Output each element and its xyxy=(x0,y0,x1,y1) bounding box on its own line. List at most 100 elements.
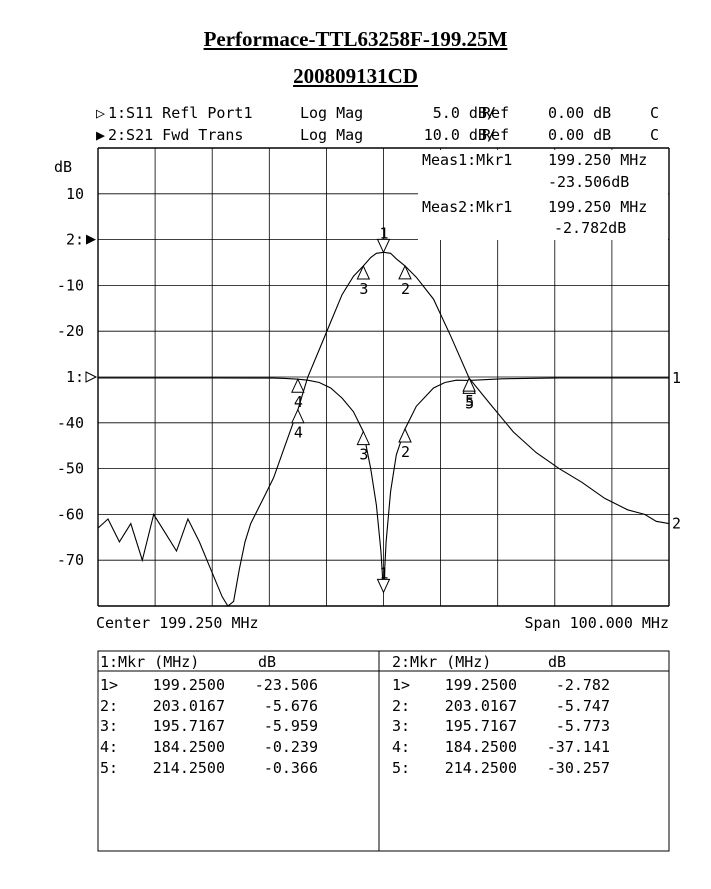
table-marker-id: 1> xyxy=(100,676,118,694)
table-marker-value: -23.506 xyxy=(255,676,318,694)
trace-end-label: 1 xyxy=(672,369,681,387)
y-tick-label: 1: xyxy=(66,368,84,386)
traces: 12 xyxy=(97,251,681,607)
meas2-value: -2.782dB xyxy=(554,219,626,237)
table-marker-id: 5: xyxy=(392,759,410,777)
ch2-label: 2:S21 Fwd Trans xyxy=(108,126,243,144)
y-tick-label: -60 xyxy=(57,505,84,523)
ch1-ref: 0.00 dB xyxy=(548,104,611,122)
table-marker-freq: 195.7167 xyxy=(445,717,517,735)
table-marker-value: -5.747 xyxy=(556,697,610,715)
ch1-label: 1:S11 Refl Port1 xyxy=(108,104,253,122)
y-tick-label: -50 xyxy=(57,460,84,478)
marker-number: 5 xyxy=(465,392,474,410)
span-frequency: Span 100.000 MHz xyxy=(525,614,670,632)
table-marker-id: 5: xyxy=(100,759,118,777)
table-marker-freq: 184.2500 xyxy=(153,738,225,756)
meas1-freq: 199.250 MHz xyxy=(548,151,647,169)
table-marker-id: 3: xyxy=(392,717,410,735)
marker-triangle-icon xyxy=(291,408,305,424)
ch1-scale: 5.0 dB/ xyxy=(433,104,496,122)
marker-number: 5 xyxy=(465,394,474,412)
table-marker-freq: 203.0167 xyxy=(445,697,517,715)
y-tick-label: -40 xyxy=(57,414,84,432)
ch2-marker-glyph: ▶ xyxy=(96,126,105,144)
table-marker-value: -5.676 xyxy=(264,697,318,715)
meas1-value: -23.506dB xyxy=(548,173,629,191)
center-frequency: Center 199.250 MHz xyxy=(96,614,259,632)
table-marker-freq: 214.2500 xyxy=(445,759,517,777)
table-marker-id: 2: xyxy=(392,697,410,715)
trace-end-label: 2 xyxy=(672,515,681,533)
table-marker-id: 3: xyxy=(100,717,118,735)
table-marker-id: 4: xyxy=(392,738,410,756)
marker-triangle-icon xyxy=(356,264,371,280)
marker-triangle-icon xyxy=(398,264,412,280)
ch2-scale: 10.0 dB/ xyxy=(424,126,496,144)
meas2-label: Meas2:Mkr1 xyxy=(422,198,512,216)
marker-number: 1 xyxy=(380,564,389,582)
marker-triangle-icon xyxy=(398,427,412,443)
plot-grid xyxy=(97,147,670,607)
table-marker-freq: 199.2500 xyxy=(445,676,517,694)
meas1-label: Meas1:Mkr1 xyxy=(422,151,512,169)
marker-table: 1:Mkr (MHz) dB 2:Mkr (MHz) dB 1> 199.2500… xyxy=(97,650,670,852)
meas2-freq: 199.250 MHz xyxy=(548,198,647,216)
page-subtitle: 200809131CD xyxy=(293,64,418,88)
marker-triangle-icon xyxy=(376,578,391,594)
ch2-ref-arrow-icon xyxy=(86,234,96,245)
table-marker-value: -30.257 xyxy=(547,759,610,777)
table-marker-value: -0.239 xyxy=(264,738,318,756)
y-tick-label: 10 xyxy=(66,185,84,203)
table-marker-id: 1> xyxy=(392,676,410,694)
marker-number: 2 xyxy=(401,280,410,298)
marker-number: 4 xyxy=(294,393,303,411)
y-tick-label: -20 xyxy=(57,322,84,340)
marker-number: 1 xyxy=(380,224,389,242)
table-marker-id: 2: xyxy=(100,697,118,715)
ch2-ref: 0.00 dB xyxy=(548,126,611,144)
marker-number: 4 xyxy=(294,424,303,442)
ch2-ref-label: Ref xyxy=(482,126,509,144)
table-marker-value: -37.141 xyxy=(547,738,610,756)
trace-1 xyxy=(98,377,669,593)
ch1-ref-label: Ref xyxy=(482,104,509,122)
y-axis-label: dB xyxy=(54,158,72,176)
y-tick-label: 2: xyxy=(66,231,84,249)
table-marker-value: -5.959 xyxy=(264,717,318,735)
trace-2 xyxy=(97,251,670,607)
table-marker-freq: 195.7167 xyxy=(153,717,225,735)
table-marker-value: -0.366 xyxy=(264,759,318,777)
table-marker-value: -5.773 xyxy=(556,717,610,735)
ch1-marker-glyph: ▷ xyxy=(96,104,105,122)
ch2-flag: C xyxy=(650,126,659,144)
table-marker-freq: 184.2500 xyxy=(445,738,517,756)
marker-triangle-icon xyxy=(291,377,305,393)
table-marker-freq: 199.2500 xyxy=(153,676,225,694)
table-ch2-header: 2:Mkr (MHz) xyxy=(392,653,491,671)
table-marker-id: 4: xyxy=(100,738,118,756)
marker-triangle-icon xyxy=(356,430,371,446)
meas-readout-bg xyxy=(418,150,668,240)
table-marker-freq: 203.0167 xyxy=(153,697,225,715)
marker-triangle-icon xyxy=(462,376,476,392)
marker-number: 3 xyxy=(359,280,368,298)
table-marker-freq: 214.2500 xyxy=(153,759,225,777)
marker-triangle-icon xyxy=(376,238,391,254)
y-tick-labels: 10 2: -10 -20 1: -40 -50 -60 -70 xyxy=(57,185,98,569)
ch2-format: Log Mag xyxy=(300,126,363,144)
ch1-flag: C xyxy=(650,104,659,122)
y-tick-label: -10 xyxy=(57,276,84,294)
ch1-format: Log Mag xyxy=(300,104,363,122)
table-ch2-unit: dB xyxy=(548,653,566,671)
marker-number: 2 xyxy=(401,443,410,461)
table-marker-value: -2.782 xyxy=(556,676,610,694)
table-ch1-unit: dB xyxy=(258,653,276,671)
page-title: Performace-TTL63258F-199.25M xyxy=(203,27,508,51)
y-tick-label: -70 xyxy=(57,551,84,569)
table-ch1-header: 1:Mkr (MHz) xyxy=(100,653,199,671)
ch1-ref-arrow-icon xyxy=(85,371,98,383)
marker-number: 3 xyxy=(359,446,368,464)
